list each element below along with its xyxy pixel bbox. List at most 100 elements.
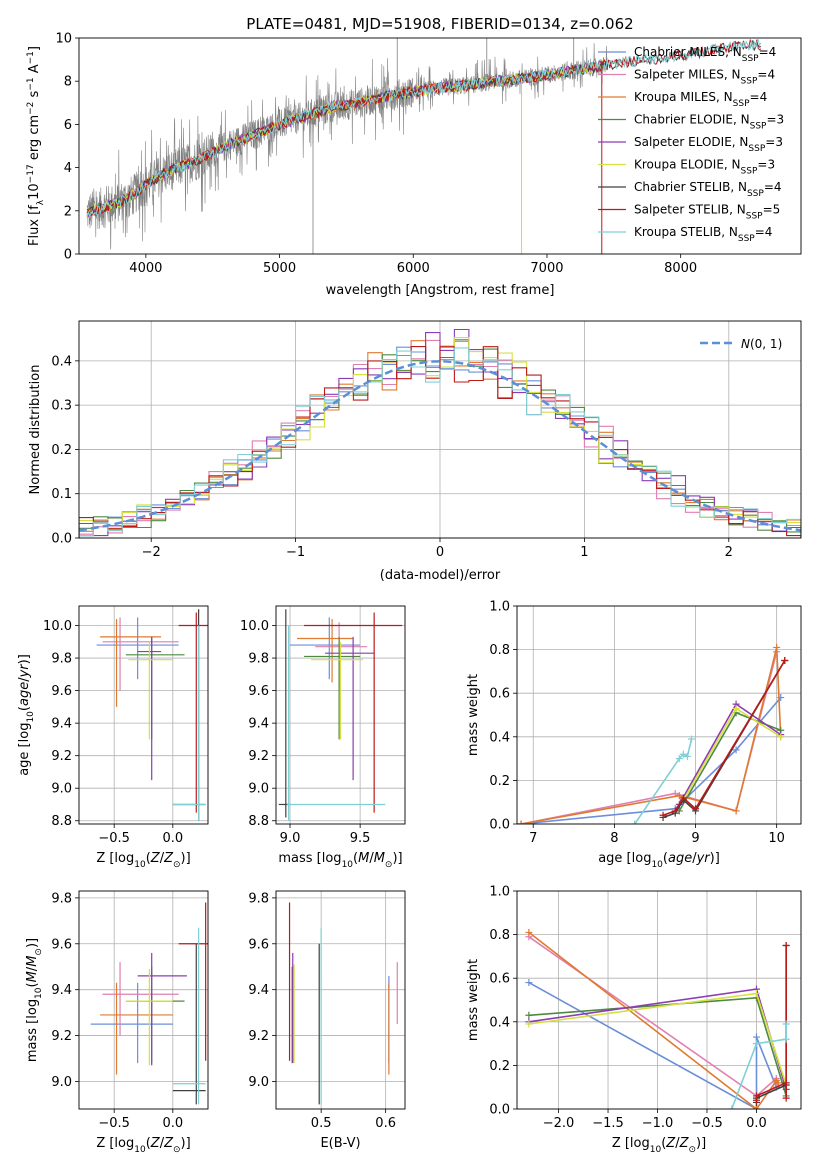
y-tick-label: 9.8: [248, 891, 269, 906]
series-point: [774, 1079, 782, 1087]
mass-vs-metallicity-panel: −0.5 0.0 9.0 9.2 9.4 9.6 9.8 Z [log10(Z/Z⊙)] mas…: [25, 890, 209, 1155]
mass-weight-vs-metallicity-panel: −2.0 −1.5 −1.0 −0.5 0.0 0.0 0.2 0.4 0.6 0.8 1.0 Z […: [466, 885, 802, 1155]
y-tick-label: 2: [64, 204, 72, 219]
age-vs-mass-panel: 9.0 9.5 8.8 9.0 9.2 9.4 9.6 9.8 10.0 mass [log10(…: [240, 605, 406, 870]
y-tick-label: 0.8: [489, 928, 510, 943]
x-tick-label: −0.5: [691, 1116, 723, 1131]
y-tick-label: 8: [64, 75, 72, 90]
y-tick-label: 10.0: [240, 619, 269, 634]
histogram-step: [79, 347, 801, 538]
series-point: [728, 1105, 736, 1109]
x-tick-label: 4000: [129, 261, 162, 276]
x-tick-label: 8: [610, 831, 618, 846]
axes-frame: [78, 605, 209, 825]
legend-item: Chabrier ELODIE, NSSP=3: [598, 113, 784, 132]
y-axis-label: mass weight: [466, 959, 481, 1041]
x-tick-label: −0.5: [98, 831, 130, 846]
y-tick-label: 0.6: [489, 972, 510, 987]
mass-weight-vs-age-panel: 7 8 9 10 0.0 0.2 0.4 0.6 0.8 1.0 age [log10(age/yr…: [466, 600, 802, 870]
series-point: [679, 750, 687, 758]
y-tick-label: 4: [64, 161, 72, 176]
legend-label: Kroupa MILES, NSSP=4: [634, 90, 767, 109]
legend-label: Kroupa STELIB, NSSP=4: [634, 225, 772, 244]
series-point: [631, 820, 639, 824]
y-tick-label: 10: [55, 32, 72, 47]
residual-histogram-panel: −2 −1 0 1 2 0.0 0.1 0.2 0.3 0.4 (data-model)/error…: [28, 320, 802, 583]
errorbar-point: [102, 617, 179, 691]
axes-frame: [275, 890, 406, 1110]
y-tick-label: 9.4: [51, 983, 72, 998]
x-tick-label: −1: [286, 545, 305, 560]
axes-frame: [516, 605, 802, 825]
x-axis-label: Z [log10(Z/Z⊙)]: [612, 1136, 706, 1155]
errorbar-point: [172, 943, 206, 1105]
x-tick-label: 2: [725, 545, 733, 560]
axes-frame: [275, 605, 406, 825]
model-spectrum: [86, 59, 604, 217]
model-spectrum: [86, 60, 604, 219]
series-point: [679, 794, 687, 802]
y-tick-label: 9.2: [51, 1029, 72, 1044]
errorbar-point: [172, 927, 206, 1105]
x-tick-label: −2.0: [543, 1116, 575, 1131]
y-tick-label: 9.4: [51, 717, 72, 732]
legend: N(0, 1): [700, 337, 782, 351]
errorbar-point: [172, 609, 206, 821]
legend: Chabrier MILES, NSSP=4 Salpeter MILES, NS…: [598, 45, 784, 244]
series-point: [525, 1020, 533, 1028]
legend-item: Salpeter ELODIE, NSSP=3: [598, 135, 783, 154]
x-tick-label: 0.0: [162, 831, 183, 846]
x-axis-label: Z [log10(Z/Z⊙)]: [96, 851, 190, 870]
series-line: [528, 981, 778, 1109]
series-line: [528, 931, 779, 1109]
y-tick-label: 0.0: [51, 532, 72, 547]
series-point: [752, 1040, 760, 1048]
series-point: [675, 792, 683, 800]
series-point: [782, 1035, 790, 1043]
y-tick-label: 8.8: [51, 814, 72, 829]
legend-label: N(0, 1): [741, 337, 782, 351]
y-tick-label: 0.2: [489, 774, 510, 789]
errorbar-point: [311, 641, 363, 740]
legend-item: Chabrier MILES, NSSP=4: [598, 45, 776, 64]
x-tick-label: 7000: [530, 261, 563, 276]
x-tick-label: 8000: [664, 261, 697, 276]
legend-item: Salpeter MILES, NSSP=4: [598, 68, 775, 87]
model-spectrum: [86, 61, 604, 215]
x-tick-label: −1.0: [642, 1116, 674, 1131]
errorbar-point: [137, 952, 187, 1066]
x-tick-label: 1: [580, 545, 588, 560]
y-tick-label: 9.8: [51, 652, 72, 667]
errorbar-point: [100, 619, 162, 707]
errorbar-point: [96, 617, 179, 680]
x-tick-label: 7: [529, 831, 537, 846]
model-spectrum: [86, 60, 604, 218]
plot-area: [96, 609, 208, 821]
series-point: [752, 989, 760, 997]
x-tick-label: 0.0: [162, 1116, 183, 1131]
x-tick-label: 0.5: [311, 1116, 332, 1131]
x-axis-label: E(B-V): [320, 1136, 360, 1151]
figure-title: PLATE=0481, MJD=51908, FIBERID=0134, z=0…: [246, 15, 633, 33]
y-tick-label: 9.6: [248, 684, 269, 699]
series-point: [517, 820, 525, 824]
errorbar-point: [287, 625, 386, 821]
legend-item: Chabrier STELIB, NSSP=4: [598, 180, 782, 199]
y-tick-label: 9.2: [248, 1029, 269, 1044]
y-tick-label: 9.0: [51, 782, 72, 797]
mass-vs-extinction-panel: 0.5 0.6 9.0 9.2 9.4 9.6 9.8 E(B-V): [248, 890, 406, 1151]
series-point: [752, 1033, 760, 1041]
errorbar-point: [178, 902, 208, 1061]
y-tick-label: 0.0: [489, 1103, 510, 1118]
series-point: [782, 942, 790, 949]
series-line: [662, 660, 786, 819]
plot-area: [86, 38, 762, 254]
legend-item: Kroupa ELODIE, NSSP=3: [598, 158, 775, 177]
x-tick-label: −2: [142, 545, 161, 560]
legend-label: Chabrier ELODIE, NSSP=3: [634, 113, 784, 132]
x-tick-label: −0.5: [98, 1116, 130, 1131]
plot-area: [79, 328, 801, 538]
model-spectrum: [86, 60, 604, 218]
series-point: [777, 733, 785, 741]
series-point: [732, 746, 740, 754]
